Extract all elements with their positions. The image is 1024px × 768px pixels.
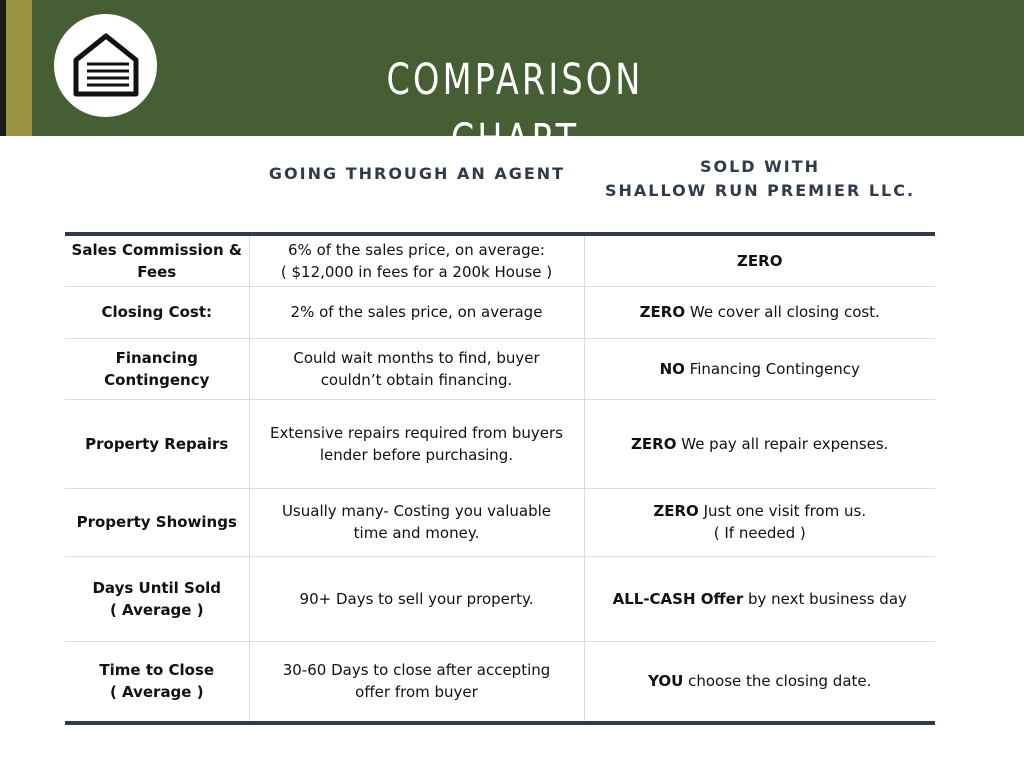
row-label: Financing Contingency	[65, 337, 249, 399]
agent-cell: 90+ Days to sell your property.	[248, 555, 584, 641]
agent-cell-line2: time and money.	[353, 524, 480, 542]
ours-cell: ZERO We cover all closing cost.	[583, 285, 935, 338]
agent-cell: 6% of the sales price, on average: ( $12…	[248, 234, 584, 286]
table-row-showings: Property Showings Usually many- Costing …	[65, 487, 935, 556]
agent-cell-line1: 6% of the sales price, on average:	[288, 240, 545, 259]
comparison-table: Sales Commission & Fees 6% of the sales …	[65, 232, 935, 725]
agent-cell: 30-60 Days to close after accepting offe…	[248, 640, 584, 723]
row-label: Closing Cost:	[65, 285, 249, 338]
agent-cell: Usually many- Costing you valuable time …	[248, 487, 584, 556]
ours-cell-line1: ZERO Just one visit from us.	[597, 500, 924, 522]
ours-text: Just one visit from us.	[698, 502, 867, 520]
ours-cell: ZERO We pay all repair expenses.	[583, 398, 935, 488]
ours-cell: ZERO	[583, 234, 935, 286]
agent-cell-line1: Usually many- Costing you valuable	[281, 502, 552, 520]
ours-keyword: ALL-CASH Offer	[612, 589, 744, 608]
table-row-repairs: Property Repairs Extensive repairs requi…	[65, 398, 935, 488]
table-row-sales-commission: Sales Commission & Fees 6% of the sales …	[65, 234, 935, 286]
agent-cell: Extensive repairs required from buyers l…	[248, 398, 584, 488]
ours-text: Financing Contingency	[684, 359, 860, 378]
column-header-ours: SOLD WITH SHALLOW RUN PREMIER LLC.	[585, 155, 935, 203]
row-label: Sales Commission & Fees	[71, 240, 242, 281]
row-label: Property Repairs	[65, 398, 249, 488]
column-header-ours-line2: SHALLOW RUN PREMIER LLC.	[604, 181, 916, 200]
row-label-line1: Time to Close	[99, 661, 215, 680]
row-label-line2: ( Average )	[109, 683, 204, 702]
logo	[54, 14, 157, 117]
header-band: COMPARISON CHART	[0, 0, 1024, 165]
ours-cell: YOU choose the closing date.	[583, 640, 935, 723]
ours-keyword: ZERO	[639, 303, 686, 321]
ours-text: by next business day	[743, 589, 907, 608]
row-label-line1: Financing	[115, 348, 198, 367]
ours-cell: NO Financing Contingency	[583, 337, 935, 399]
ours-keyword: YOU	[648, 672, 684, 691]
table-row-financing: Financing Contingency Could wait months …	[65, 337, 935, 399]
agent-cell-line1: Could wait months to find, buyer	[293, 348, 540, 367]
ours-text: We cover all closing cost.	[685, 303, 880, 321]
ours-keyword: NO	[659, 359, 685, 378]
row-label-line2: Contingency	[104, 370, 210, 389]
row-label: Property Showings	[65, 487, 249, 556]
ours-text: choose the closing date.	[683, 672, 872, 691]
agent-cell: Could wait months to find, buyer couldn’…	[248, 337, 584, 399]
ours-cell-line2: ( If needed )	[713, 524, 806, 542]
table-row-days-until-sold: Days Until Sold ( Average ) 90+ Days to …	[65, 555, 935, 641]
table-row-closing-cost: Closing Cost: 2% of the sales price, on …	[65, 285, 935, 338]
row-label: Days Until Sold ( Average )	[65, 555, 249, 641]
agent-cell: 2% of the sales price, on average	[248, 285, 584, 338]
column-header-ours-line1: SOLD WITH	[699, 157, 821, 176]
ours-cell: ZERO Just one visit from us. ( If needed…	[583, 487, 935, 556]
row-label-line2: ( Average )	[109, 600, 204, 619]
agent-cell-line2: ( $12,000 in fees for a 200k House )	[280, 262, 553, 281]
agent-cell-line2: lender before purchasing.	[319, 445, 514, 464]
accent-stripe-gold	[6, 0, 32, 136]
agent-cell-line1: Extensive repairs required from buyers	[270, 423, 563, 442]
agent-cell-line2: couldn’t obtain financing.	[320, 370, 513, 389]
ours-keyword: ZERO	[653, 502, 699, 520]
house-icon	[73, 33, 139, 97]
ours-text: We pay all repair expenses.	[676, 434, 889, 453]
page-title: COMPARISON CHART	[386, 55, 644, 165]
column-header-agent: GOING THROUGH AN AGENT	[268, 164, 566, 183]
ours-cell: ALL-CASH Offer by next business day	[583, 555, 935, 641]
accent-stripe-dark	[0, 0, 6, 136]
agent-cell-line2: offer from buyer	[355, 683, 478, 702]
ours-keyword: ZERO	[631, 434, 677, 453]
table-row-time-to-close: Time to Close ( Average ) 30-60 Days to …	[65, 640, 935, 723]
agent-cell-line1: 30-60 Days to close after accepting	[282, 661, 551, 680]
row-label: Time to Close ( Average )	[65, 640, 249, 723]
row-label-line1: Days Until Sold	[92, 578, 222, 597]
ours-keyword: ZERO	[737, 251, 783, 270]
